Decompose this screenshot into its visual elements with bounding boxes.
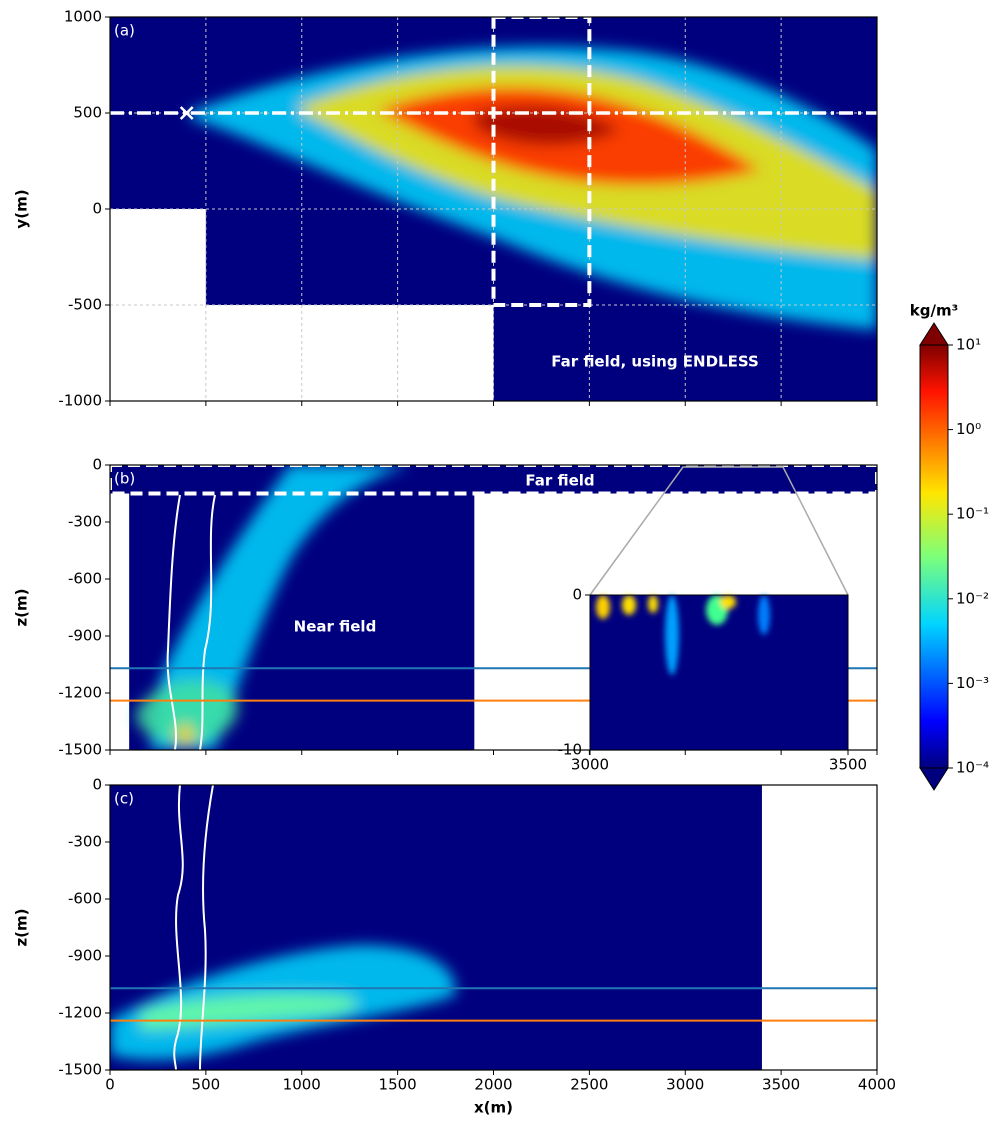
y-tick-label: -300: [68, 833, 102, 851]
x-tick-label: 2000: [474, 1076, 512, 1094]
plume: [135, 465, 410, 750]
colorbar-tick-label: 10⁻¹: [956, 505, 989, 523]
panel-label: (b): [114, 470, 135, 488]
y-tick-label: 0: [92, 200, 102, 218]
zoom-connector: [589, 466, 849, 596]
y-tick-label: -300: [68, 513, 102, 531]
y-tick-label: -1000: [58, 392, 102, 410]
x-tick-label: 4000: [858, 1076, 896, 1094]
x-tick-label: 3500: [762, 1076, 800, 1094]
inset-streak: [622, 595, 636, 615]
x-tick-label: 3000: [666, 1076, 704, 1094]
colorbar-tick-label: 10¹: [956, 336, 981, 354]
inset-y-tick-label: 0: [572, 586, 582, 604]
y-tick-label: -1200: [58, 684, 102, 702]
y-tick-label: -900: [68, 627, 102, 645]
highlight-box: [491, 17, 592, 307]
x-tick-label: 500: [192, 1076, 221, 1094]
inset-streak: [665, 595, 679, 675]
colorbar-tick-label: 10⁻⁴: [956, 759, 989, 777]
inset-streaks: [596, 595, 770, 675]
inset-y-tick-label: -10: [558, 741, 583, 759]
y-tick-label: -600: [68, 890, 102, 908]
y-axis-label: z(m): [13, 588, 31, 626]
x-tick-label: 1500: [379, 1076, 417, 1094]
x-tick-label: 0: [105, 1076, 115, 1094]
inset-streak: [758, 595, 770, 635]
panel-label: (a): [114, 22, 135, 40]
y-tick-label: 0: [92, 776, 102, 794]
inset-streak: [720, 595, 736, 609]
y-tick-label: 500: [73, 104, 102, 122]
plume-layer: [135, 679, 238, 745]
inset-x-tick-label: 3500: [829, 756, 867, 774]
x-tick-label: 2500: [570, 1076, 608, 1094]
source-marker: [179, 106, 194, 120]
plume-layer: [150, 465, 410, 750]
y-tick-label: -900: [68, 947, 102, 965]
inset-streak: [596, 595, 610, 619]
colorbar-extend-bottom: [919, 767, 949, 791]
y-tick-label: -1500: [58, 741, 102, 759]
colorbar-tick-label: 10⁻²: [956, 589, 989, 607]
y-tick-label: -600: [68, 570, 102, 588]
domain-region: [110, 465, 877, 494]
highlight-box: [110, 465, 877, 496]
plume-layer: [175, 723, 195, 747]
plot-area: [110, 17, 877, 401]
colorbar-label: kg/m³: [910, 302, 958, 320]
colorbar-tick-label: 10⁻³: [956, 674, 989, 692]
y-tick-label: 0: [92, 456, 102, 474]
x-tick-label: 1000: [283, 1076, 321, 1094]
y-tick-label: -1200: [58, 1004, 102, 1022]
contour: [199, 494, 216, 750]
annotation: Far field: [525, 472, 594, 490]
plot-area: [110, 785, 877, 1070]
y-tick-label: -500: [68, 296, 102, 314]
y-axis-label: z(m): [13, 908, 31, 946]
contour: [173, 785, 184, 1070]
y-tick-label: 1000: [64, 8, 102, 26]
inset-streak: [648, 595, 658, 613]
y-tick-label: -1500: [58, 1061, 102, 1079]
plot-area: [110, 465, 877, 750]
inset-x-tick-label: 3000: [571, 756, 609, 774]
panel-label: (c): [114, 790, 134, 808]
contour: [199, 785, 214, 1070]
contour: [166, 494, 181, 750]
x-axis-label: x(m): [474, 1099, 513, 1117]
annotation: Far field, using ENDLESS: [551, 353, 759, 371]
colorbar: [919, 344, 949, 769]
annotation: Near field: [294, 618, 377, 636]
colorbar-extend-top: [919, 322, 949, 346]
colorbar-tick-label: 10⁰: [956, 420, 981, 438]
y-axis-label: y(m): [13, 189, 31, 228]
plume-layer: [470, 106, 620, 145]
inset-frame: [589, 594, 849, 751]
